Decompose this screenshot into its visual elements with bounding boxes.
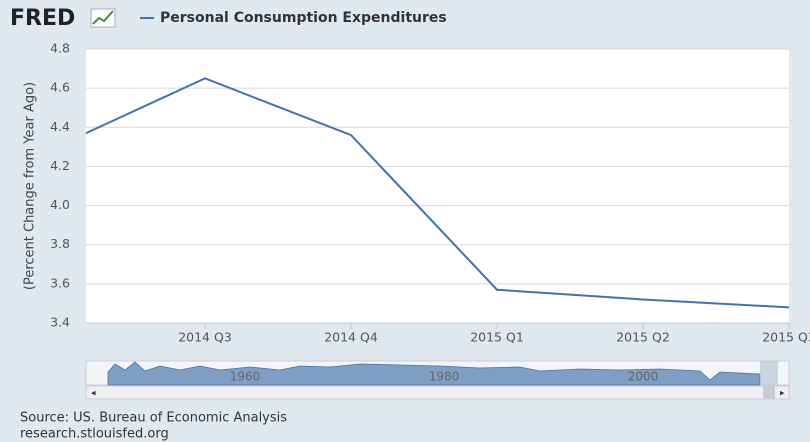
- grid: [86, 48, 789, 324]
- x-tick-label: 2015 Q2: [616, 330, 670, 345]
- x-tick-label: 2015 Q3: [762, 330, 810, 345]
- source-text: Source: US. Bureau of Economic Analysis: [20, 411, 287, 426]
- data-line: [85, 77, 790, 309]
- y-tick-label: 4.6: [50, 80, 70, 95]
- y-tick-label: 4.8: [50, 41, 70, 56]
- y-tick-label: 3.6: [50, 275, 70, 290]
- y-tick-label: 4.2: [50, 158, 70, 173]
- y-tick-label: 4.0: [50, 197, 70, 212]
- y-tick-label: 4.4: [50, 119, 70, 134]
- navigator-label: 2000: [628, 370, 659, 384]
- x-tick-label: 2014 Q3: [178, 330, 232, 345]
- x-tick-label: 2014 Q4: [324, 330, 378, 345]
- svg-text:◂: ◂: [91, 389, 96, 399]
- y-axis-title: (Percent Change from Year Ago): [23, 82, 38, 290]
- y-tick-label: 3.8: [50, 236, 70, 251]
- svg-text:▸: ▸: [780, 389, 785, 399]
- y-tick-label: 3.4: [50, 315, 70, 330]
- source-url: research.stlouisfed.org: [20, 427, 169, 442]
- plot-area: [86, 49, 789, 323]
- x-tick-label: 2015 Q1: [470, 330, 524, 345]
- legend-label: Personal Consumption Expenditures: [160, 10, 447, 26]
- navigator: ◂ ▸: [85, 360, 790, 400]
- logo-icon: [90, 8, 116, 28]
- logo: FRED: [10, 6, 75, 31]
- navigator-label: 1980: [429, 370, 460, 384]
- navigator-label: 1960: [230, 370, 261, 384]
